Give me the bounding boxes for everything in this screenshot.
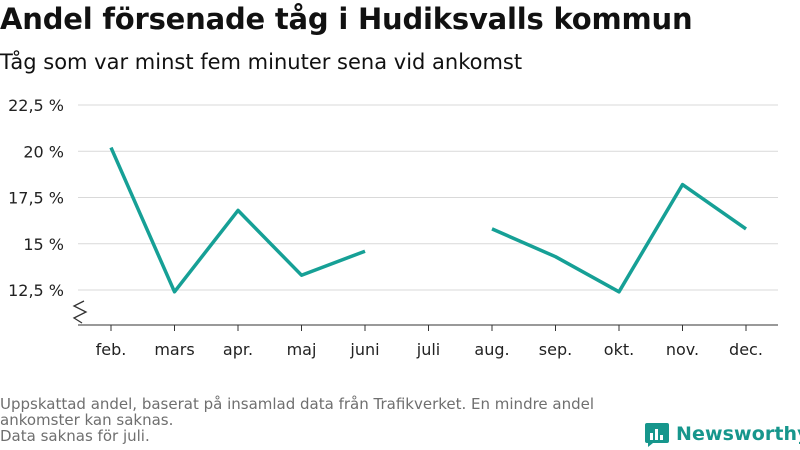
x-tick-label: nov.	[666, 340, 699, 359]
x-tick-label: aug.	[474, 340, 509, 359]
x-tick-label: apr.	[223, 340, 253, 359]
x-tick-label: mars	[154, 340, 194, 359]
x-tick-label: maj	[287, 340, 317, 359]
footer-notes: Uppskattad andel, baserat på insamlad da…	[0, 396, 640, 444]
newsworthy-logo[interactable]: Newsworthy	[644, 420, 800, 448]
y-tick-label: 20 %	[23, 142, 64, 161]
axis-break-icon	[72, 300, 88, 324]
y-tick-label: 22,5 %	[8, 96, 64, 115]
x-tick-label: okt.	[604, 340, 634, 359]
bar-chart-logo-icon	[645, 423, 669, 447]
y-tick-label: 12,5 %	[8, 281, 64, 300]
y-tick-label: 15 %	[23, 235, 64, 254]
x-tick-label: dec.	[729, 340, 763, 359]
series-line	[491, 182, 748, 294]
logo-text: Newsworthy	[676, 423, 800, 445]
x-tick-label: juli	[416, 340, 440, 359]
chart-subtitle: Tåg som var minst fem minuter sena vid a…	[0, 50, 523, 74]
y-tick-label: 17,5 %	[8, 189, 64, 208]
x-tick-label: sep.	[539, 340, 572, 359]
footer-note: Uppskattad andel, baserat på insamlad da…	[0, 395, 595, 429]
x-tick-label: feb.	[96, 340, 127, 359]
series-line	[109, 146, 366, 294]
footer-missing-note: Data saknas för juli.	[0, 427, 150, 445]
chart-title: Andel försenade tåg i Hudiksvalls kommun	[0, 2, 693, 36]
x-tick-label: juni	[349, 340, 379, 359]
